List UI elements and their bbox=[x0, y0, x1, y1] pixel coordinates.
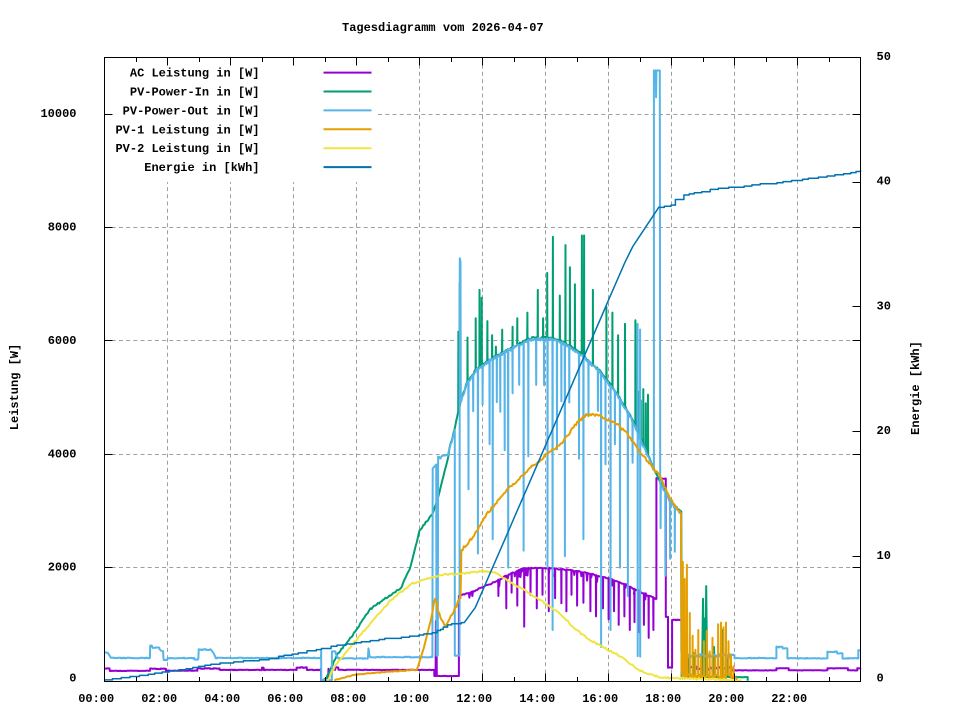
svg-text:06:00: 06:00 bbox=[267, 692, 303, 706]
svg-text:2000: 2000 bbox=[48, 561, 77, 575]
svg-text:0: 0 bbox=[877, 672, 884, 686]
svg-text:12:00: 12:00 bbox=[456, 692, 492, 706]
svg-text:10000: 10000 bbox=[40, 107, 76, 121]
svg-text:10: 10 bbox=[877, 549, 891, 563]
svg-text:0: 0 bbox=[69, 672, 76, 686]
svg-text:16:00: 16:00 bbox=[582, 692, 618, 706]
svg-text:50: 50 bbox=[877, 50, 891, 64]
svg-text:14:00: 14:00 bbox=[519, 692, 555, 706]
svg-text:18:00: 18:00 bbox=[645, 692, 681, 706]
svg-text:AC Leistung in [W]: AC Leistung in [W] bbox=[130, 67, 260, 81]
svg-text:08:00: 08:00 bbox=[330, 692, 366, 706]
svg-text:6000: 6000 bbox=[48, 334, 77, 348]
svg-text:30: 30 bbox=[877, 299, 891, 313]
svg-text:Leistung [W]: Leistung [W] bbox=[8, 344, 22, 430]
svg-text:Energie [kWh]: Energie [kWh] bbox=[909, 341, 923, 435]
svg-text:40: 40 bbox=[877, 175, 891, 189]
svg-text:PV-1 Leistung in [W]: PV-1 Leistung in [W] bbox=[115, 123, 259, 137]
svg-text:8000: 8000 bbox=[48, 221, 77, 235]
svg-text:4000: 4000 bbox=[48, 447, 77, 461]
svg-text:PV-Power-Out in [W]: PV-Power-Out in [W] bbox=[123, 104, 260, 118]
svg-text:02:00: 02:00 bbox=[141, 692, 177, 706]
svg-text:PV-Power-In in [W]: PV-Power-In in [W] bbox=[130, 86, 260, 100]
svg-text:00:00: 00:00 bbox=[78, 692, 114, 706]
svg-text:Tagesdiagramm vom 2026-04-07: Tagesdiagramm vom 2026-04-07 bbox=[342, 21, 544, 35]
svg-text:PV-2 Leistung in [W]: PV-2 Leistung in [W] bbox=[115, 142, 259, 156]
svg-text:Energie in [kWh]: Energie in [kWh] bbox=[144, 161, 259, 175]
svg-text:04:00: 04:00 bbox=[204, 692, 240, 706]
svg-text:20:00: 20:00 bbox=[708, 692, 744, 706]
svg-text:22:00: 22:00 bbox=[771, 692, 807, 706]
svg-text:10:00: 10:00 bbox=[393, 692, 429, 706]
svg-text:20: 20 bbox=[877, 424, 891, 438]
